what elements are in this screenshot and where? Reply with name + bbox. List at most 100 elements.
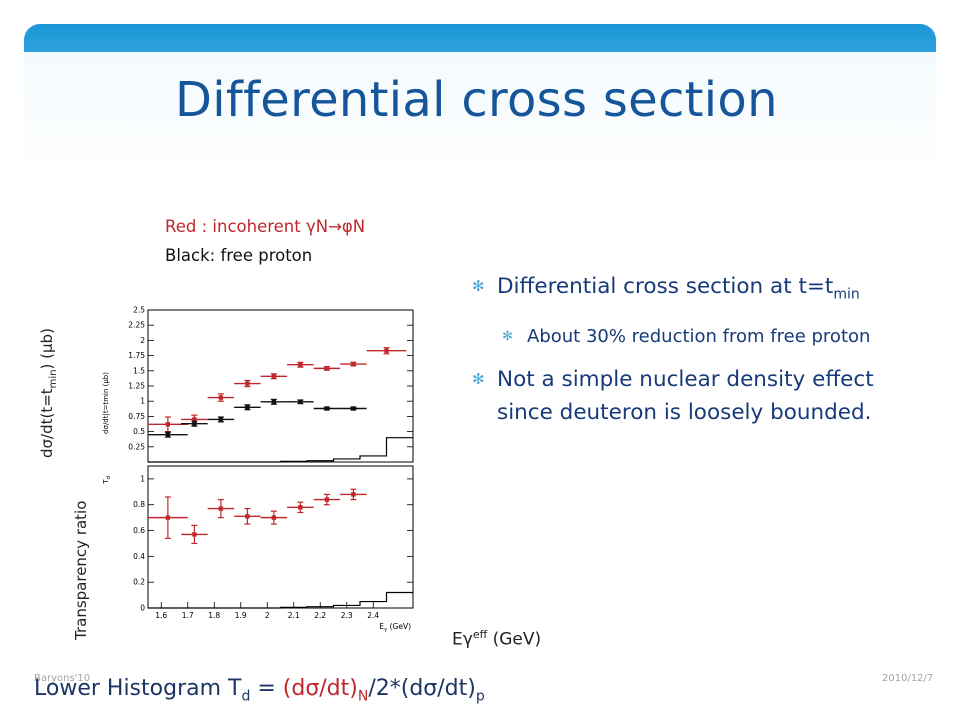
data-point — [287, 501, 314, 514]
data-point — [207, 416, 235, 423]
data-point — [181, 524, 208, 545]
data-marker — [298, 399, 303, 405]
bullet-text: Not a simple nuclear density effect sinc… — [497, 367, 874, 426]
formula-sub-n: N — [357, 688, 369, 705]
upper-y-label-tail: ) (μb) — [38, 328, 56, 370]
footer-date: 2010/12/7 — [882, 673, 934, 684]
x-axis-label: Eγeff (GeV) — [452, 628, 541, 650]
data-marker — [245, 381, 250, 386]
upper-y-label-sub: min — [48, 369, 59, 389]
x-tick-label: 2 — [265, 611, 270, 620]
data-point — [207, 498, 235, 519]
sub-bullet-item: ✻ About 30% reduction from free proton — [500, 323, 930, 351]
y-tick-label: 0.6 — [133, 526, 145, 535]
y-tick-label: 2.25 — [128, 321, 145, 330]
y-tick-label: 0 — [140, 604, 145, 613]
data-point — [234, 508, 261, 525]
upper-y-label-main: dσ/dt(t=t — [38, 388, 56, 458]
lower-y-axis-label: Transparency ratio — [72, 500, 90, 640]
slide-title: Differential cross section — [175, 72, 778, 128]
legend-red-label: Red : incoherent γN→φN — [165, 217, 366, 236]
histogram-bins — [148, 591, 413, 609]
data-marker — [384, 348, 389, 353]
x-tick-label: 2.2 — [314, 611, 326, 620]
x-label-tail: (GeV) — [487, 629, 542, 650]
y-tick-label: 0.8 — [133, 500, 145, 509]
asterisk-bullet-icon: ✻ — [472, 370, 485, 389]
x-tick-label: 1.8 — [208, 611, 220, 620]
data-point — [207, 393, 235, 402]
y-tick-label: 1 — [140, 397, 145, 406]
data-point — [234, 404, 261, 411]
x-label-main: Eγ — [452, 629, 473, 650]
data-marker — [218, 417, 224, 422]
data-point — [260, 510, 288, 525]
data-marker — [298, 362, 303, 367]
data-marker — [324, 406, 330, 411]
data-point — [366, 347, 407, 355]
data-marker — [218, 506, 224, 511]
data-marker — [271, 399, 277, 405]
asterisk-bullet-icon: ✻ — [502, 329, 513, 345]
data-point — [234, 379, 261, 388]
histogram-bins — [148, 437, 413, 463]
y-tick-label: 0.25 — [128, 442, 145, 451]
data-marker — [351, 406, 356, 411]
data-point — [313, 493, 341, 506]
inner-x-label-sub: γ — [384, 627, 388, 633]
y-tick-label: 0.2 — [133, 578, 145, 587]
x-tick-label: 1.6 — [155, 611, 167, 620]
data-marker — [351, 492, 356, 497]
data-marker — [165, 515, 171, 520]
lower-frame — [147, 465, 414, 609]
y-tick-label: 1.25 — [128, 382, 145, 391]
upper-panel: 0.25 0.5 0.75 1 1.25 1.5 1.75 2 2.25 2.5 dσ/dt|t=t… — [102, 306, 414, 463]
data-marker — [218, 395, 224, 400]
bullet-item: ✻ Not a simple nuclear density effect sin… — [470, 363, 930, 429]
data-marker — [192, 417, 197, 422]
formula-sub-d: d — [241, 688, 251, 705]
x-tick-label: 1.9 — [235, 611, 247, 620]
footer-conference: Baryons'10 — [34, 673, 91, 684]
data-marker — [351, 361, 356, 367]
bullet-item: ✻ Differential cross section at t=tmin — [470, 270, 930, 311]
data-point — [287, 399, 314, 405]
data-marker — [271, 374, 277, 379]
formula-prefix: Lower Histogram T — [34, 676, 242, 701]
data-marker — [165, 432, 171, 437]
legend-black-label: Black: free proton — [165, 246, 313, 265]
y-tick-label: 0.75 — [128, 412, 145, 421]
sub-bullet-text: About 30% reduction from free proton — [527, 326, 871, 348]
formula-eq: = — [250, 676, 283, 701]
data-marker — [245, 514, 250, 519]
y-tick-label: 0.4 — [133, 552, 145, 561]
inner-x-axis-label: Eγ (GeV) — [379, 622, 411, 633]
y-tick-label: 2.5 — [133, 306, 145, 315]
data-point — [340, 406, 367, 411]
formula-caption: Lower Histogram Td = (dσ/dt)N/2*(dσ/dt)p — [34, 676, 485, 704]
data-marker — [192, 532, 197, 537]
x-tick-label: 2.4 — [367, 611, 379, 620]
lower-panel: 0 0.2 0.4 0.6 0.8 1 Td 1.6 1.7 1.8 1.9 2 2.1 2.2 2.3 2.… — [102, 465, 414, 633]
data-point — [181, 420, 208, 427]
data-marker — [298, 505, 303, 510]
data-point — [148, 431, 188, 438]
data-point — [260, 373, 288, 380]
data-point — [287, 361, 314, 368]
x-tick-label: 2.1 — [288, 611, 300, 620]
x-tick-label: 1.7 — [182, 611, 194, 620]
asterisk-bullet-icon: ✻ — [472, 277, 485, 295]
formula-mid: /2*(dσ/dt) — [368, 676, 476, 701]
data-marker — [271, 515, 277, 520]
formula-sub-p: p — [475, 688, 485, 705]
x-tick-label: 2.3 — [341, 611, 353, 620]
title-panel — [24, 52, 936, 176]
bullet-text: Differential cross section at t=t — [497, 274, 834, 299]
data-marker — [245, 405, 250, 410]
upper-inner-y-label: dσ/dt|t=tmin (μb) — [102, 372, 110, 434]
upper-frame — [147, 309, 414, 463]
formula-red-part: (dσ/dt) — [282, 676, 358, 701]
inner-x-label-unit: (GeV) — [387, 622, 411, 631]
y-tick-label: 0.5 — [133, 427, 145, 436]
data-point — [260, 398, 288, 405]
